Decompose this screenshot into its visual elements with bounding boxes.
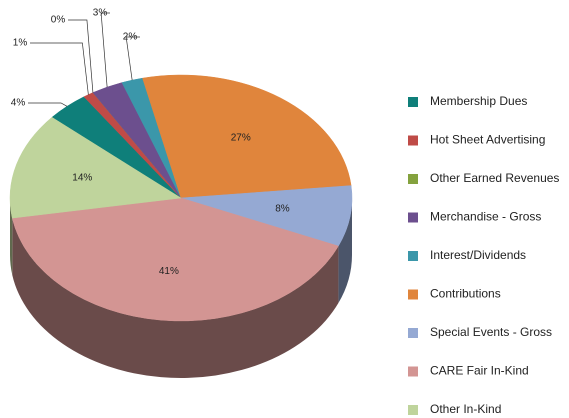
pie-side	[10, 198, 13, 276]
legend-label: Other Earned Revenues	[430, 171, 559, 185]
pie-side	[12, 218, 339, 378]
leader-line	[100, 12, 110, 88]
legend-label: Membership Dues	[430, 94, 527, 108]
leader-line	[28, 102, 68, 107]
pie-sides	[10, 198, 352, 378]
legend-swatch	[408, 405, 418, 415]
data-label: 14%	[72, 173, 92, 184]
legend-label: Interest/Dividends	[430, 248, 526, 262]
data-label: 0%	[51, 15, 66, 26]
pie-side	[338, 198, 352, 304]
leader-line	[125, 36, 140, 81]
legend-label: Contributions	[430, 287, 501, 301]
data-label: 4%	[11, 98, 26, 109]
leader-line	[30, 42, 89, 95]
pie-tops	[9, 74, 353, 322]
legend-swatch	[408, 366, 418, 377]
legend-label: Special Events - Gross	[430, 325, 552, 339]
pie-slice	[11, 197, 339, 322]
legend-swatch	[408, 135, 418, 146]
legend-swatch	[408, 97, 418, 107]
legend-label: Merchandise - Gross	[430, 210, 541, 224]
data-label: 27%	[231, 133, 251, 144]
legend-swatch	[408, 174, 418, 184]
data-label: 1%	[13, 38, 28, 49]
legend-swatch	[408, 212, 418, 223]
legend-swatch	[408, 328, 418, 338]
data-label: 3%	[93, 8, 108, 19]
legend-label: Other In-Kind	[430, 402, 501, 416]
data-label: 41%	[159, 266, 179, 277]
legend-swatch	[408, 251, 418, 261]
leader-line	[68, 19, 94, 93]
data-label: 8%	[275, 204, 290, 215]
legend-swatch	[408, 289, 418, 300]
legend-label: Hot Sheet Advertising	[430, 133, 545, 147]
pie-slice	[142, 74, 352, 199]
legend-label: CARE Fair In-Kind	[430, 364, 529, 378]
pie-slice	[9, 116, 182, 219]
